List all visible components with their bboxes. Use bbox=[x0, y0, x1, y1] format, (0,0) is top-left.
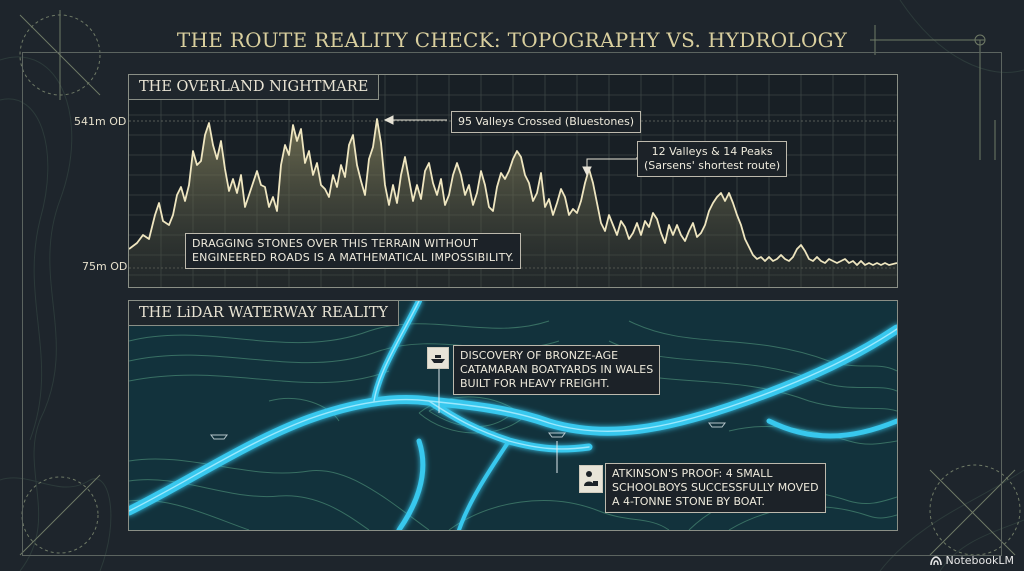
boatyard-line2: CATAMARAN BOATYARDS IN WALES bbox=[460, 363, 654, 376]
boat-markers bbox=[210, 422, 726, 440]
lidar-panel-title: THE LiDAR WATERWAY REALITY bbox=[129, 301, 399, 326]
overland-panel-title: THE OVERLAND NIGHTMARE bbox=[129, 75, 380, 100]
lidar-panel: THE LiDAR WATERWAY REALITY bbox=[128, 300, 898, 531]
atkinson-note: ATKINSON'S PROOF: 4 SMALL SCHOOLBOYS SUC… bbox=[605, 463, 826, 513]
warning-line1: DRAGGING STONES OVER THIS TERRAIN WITHOU… bbox=[192, 237, 479, 250]
brand-label: NotebookLM bbox=[945, 554, 1014, 567]
atkinson-line1: ATKINSON'S PROOF: 4 SMALL bbox=[612, 467, 773, 480]
warning-box: DRAGGING STONES OVER THIS TERRAIN WITHOU… bbox=[185, 233, 521, 269]
callout-sarsens: 12 Valleys & 14 Peaks (Sarsens' shortest… bbox=[637, 141, 788, 177]
callout-arrow-bluestones bbox=[383, 115, 447, 125]
axis-label-top: 541m OD bbox=[74, 115, 127, 128]
page-title: THE ROUTE REALITY CHECK: TOPOGRAPHY VS. … bbox=[176, 28, 848, 52]
brand: NotebookLM bbox=[929, 554, 1014, 567]
boat-icon bbox=[427, 347, 449, 369]
notebooklm-logo-icon bbox=[929, 555, 942, 565]
overland-panel: THE OVERLAND NIGHTMARE bbox=[128, 74, 898, 288]
boatyard-line1: DISCOVERY OF BRONZE-AGE bbox=[460, 349, 619, 362]
warning-line2: ENGINEERED ROADS IS A MATHEMATICAL IMPOS… bbox=[192, 251, 514, 264]
callout-sarsens-line2: (Sarsens' shortest route) bbox=[644, 159, 781, 172]
elevation-profile-line bbox=[129, 118, 897, 266]
boatyard-line3: BUILT FOR HEAVY FREIGHT. bbox=[460, 377, 610, 390]
person-with-stone-icon bbox=[579, 465, 603, 493]
atkinson-line2: SCHOOLBOYS SUCCESSFULLY MOVED bbox=[612, 481, 819, 494]
outer-frame bbox=[22, 52, 1002, 556]
callout-bluestones: 95 Valleys Crossed (Bluestones) bbox=[451, 111, 642, 133]
axis-label-bottom: 75m OD bbox=[82, 260, 128, 273]
callout-arrow-sarsens bbox=[582, 157, 638, 177]
boatyard-note: DISCOVERY OF BRONZE-AGE CATAMARAN BOATYA… bbox=[453, 345, 661, 395]
atkinson-line3: A 4-TONNE STONE BY BOAT. bbox=[612, 495, 765, 508]
rivers-core bbox=[129, 301, 897, 512]
callout-sarsens-line1: 12 Valleys & 14 Peaks bbox=[651, 145, 773, 158]
